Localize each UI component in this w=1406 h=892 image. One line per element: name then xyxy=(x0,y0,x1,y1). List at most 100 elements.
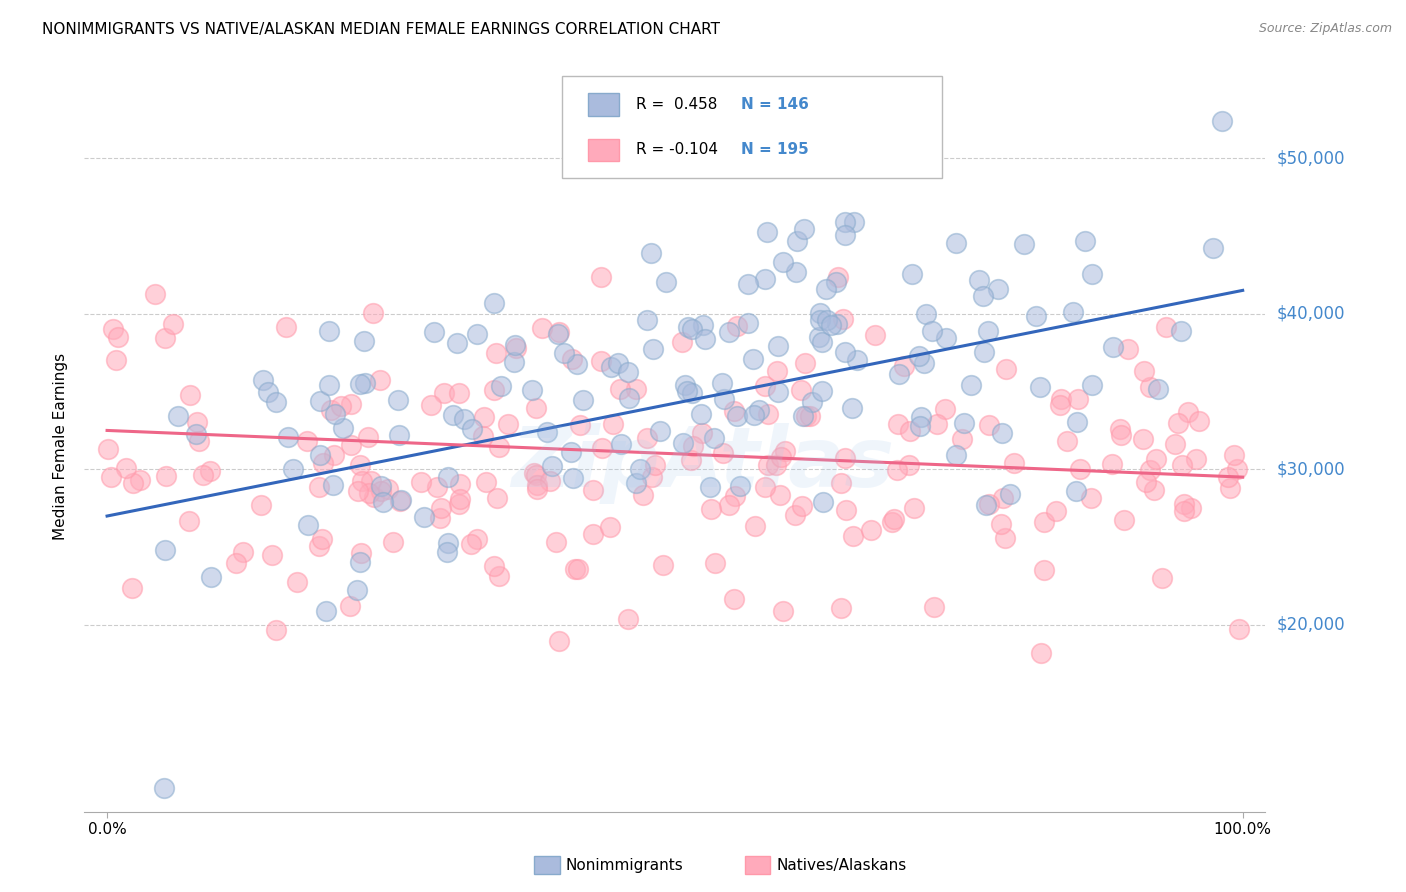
Point xyxy=(1101,457,1123,471)
Point xyxy=(350,546,373,560)
Point xyxy=(748,402,770,417)
Point xyxy=(783,508,806,523)
Point xyxy=(349,555,371,569)
Point xyxy=(883,512,905,526)
Point xyxy=(526,482,548,496)
Point xyxy=(1000,487,1022,501)
Point xyxy=(640,245,662,260)
Point xyxy=(699,480,721,494)
Point xyxy=(945,448,967,462)
Point xyxy=(339,599,361,613)
Point xyxy=(1049,398,1071,412)
Point xyxy=(143,287,166,301)
Text: $50,000: $50,000 xyxy=(1277,149,1346,167)
Point xyxy=(520,383,543,397)
Point xyxy=(1184,452,1206,467)
Point xyxy=(266,395,288,409)
Point xyxy=(834,503,856,517)
Point xyxy=(744,519,766,533)
Point xyxy=(449,476,471,491)
Point xyxy=(1139,462,1161,476)
Point xyxy=(903,500,925,515)
Point xyxy=(250,498,273,512)
Point xyxy=(599,520,621,534)
Point xyxy=(935,331,957,345)
Point xyxy=(503,355,526,369)
Point xyxy=(312,456,335,470)
Point xyxy=(446,336,468,351)
Point xyxy=(993,491,1015,505)
Point xyxy=(624,382,647,396)
Point xyxy=(530,321,553,335)
Point xyxy=(1170,324,1192,338)
Point xyxy=(1187,413,1209,427)
Point xyxy=(924,599,946,614)
Point xyxy=(475,475,498,490)
Point xyxy=(1202,241,1225,255)
Point xyxy=(859,523,882,537)
Text: R =  0.458: R = 0.458 xyxy=(636,97,727,112)
Point xyxy=(810,334,832,349)
Point xyxy=(565,357,588,371)
Point xyxy=(1002,456,1025,470)
Point xyxy=(1080,491,1102,505)
Point xyxy=(713,392,735,406)
Point xyxy=(482,296,505,310)
Point xyxy=(842,215,865,229)
Point xyxy=(589,269,612,284)
Point xyxy=(977,417,1000,432)
Point xyxy=(808,306,831,320)
Point xyxy=(582,483,605,497)
Point xyxy=(910,410,932,425)
Point xyxy=(101,322,124,336)
Point xyxy=(624,475,647,490)
Point xyxy=(1033,515,1056,529)
Point xyxy=(1229,622,1251,636)
Point xyxy=(769,488,792,502)
Point xyxy=(591,354,613,368)
Text: Source: ZipAtlas.com: Source: ZipAtlas.com xyxy=(1258,22,1392,36)
Point xyxy=(628,462,651,476)
Point xyxy=(274,320,297,334)
Point xyxy=(765,458,787,472)
Point xyxy=(547,326,569,340)
Point xyxy=(449,386,471,401)
Point xyxy=(121,476,143,491)
Point xyxy=(700,501,723,516)
Point xyxy=(655,275,678,289)
Point xyxy=(960,378,983,392)
Point xyxy=(641,470,664,484)
Point xyxy=(412,509,434,524)
Point xyxy=(526,478,548,492)
Point xyxy=(179,387,201,401)
Point xyxy=(1109,421,1132,435)
Text: NONIMMIGRANTS VS NATIVE/ALASKAN MEDIAN FEMALE EARNINGS CORRELATION CHART: NONIMMIGRANTS VS NATIVE/ALASKAN MEDIAN F… xyxy=(42,22,720,37)
Point xyxy=(323,448,346,462)
Point xyxy=(610,437,633,451)
Point xyxy=(564,562,586,576)
Point xyxy=(318,324,340,338)
Point xyxy=(728,479,751,493)
Point xyxy=(100,470,122,484)
Point xyxy=(1147,382,1170,396)
Point xyxy=(411,475,433,489)
Point xyxy=(772,255,794,269)
Point xyxy=(675,384,697,398)
Point xyxy=(793,221,815,235)
Point xyxy=(1045,504,1067,518)
Point xyxy=(723,404,745,418)
Point xyxy=(105,353,128,368)
Point xyxy=(602,417,624,432)
Point xyxy=(945,236,967,251)
Point xyxy=(754,272,776,286)
Point xyxy=(1080,267,1102,281)
Point xyxy=(485,345,508,359)
Point xyxy=(107,330,129,344)
Point xyxy=(524,467,547,482)
Point xyxy=(1173,504,1195,518)
Point xyxy=(352,474,374,488)
Text: $40,000: $40,000 xyxy=(1277,305,1346,323)
Text: ZipAtlas: ZipAtlas xyxy=(512,424,894,504)
Point xyxy=(800,395,823,409)
Point xyxy=(1164,437,1187,451)
